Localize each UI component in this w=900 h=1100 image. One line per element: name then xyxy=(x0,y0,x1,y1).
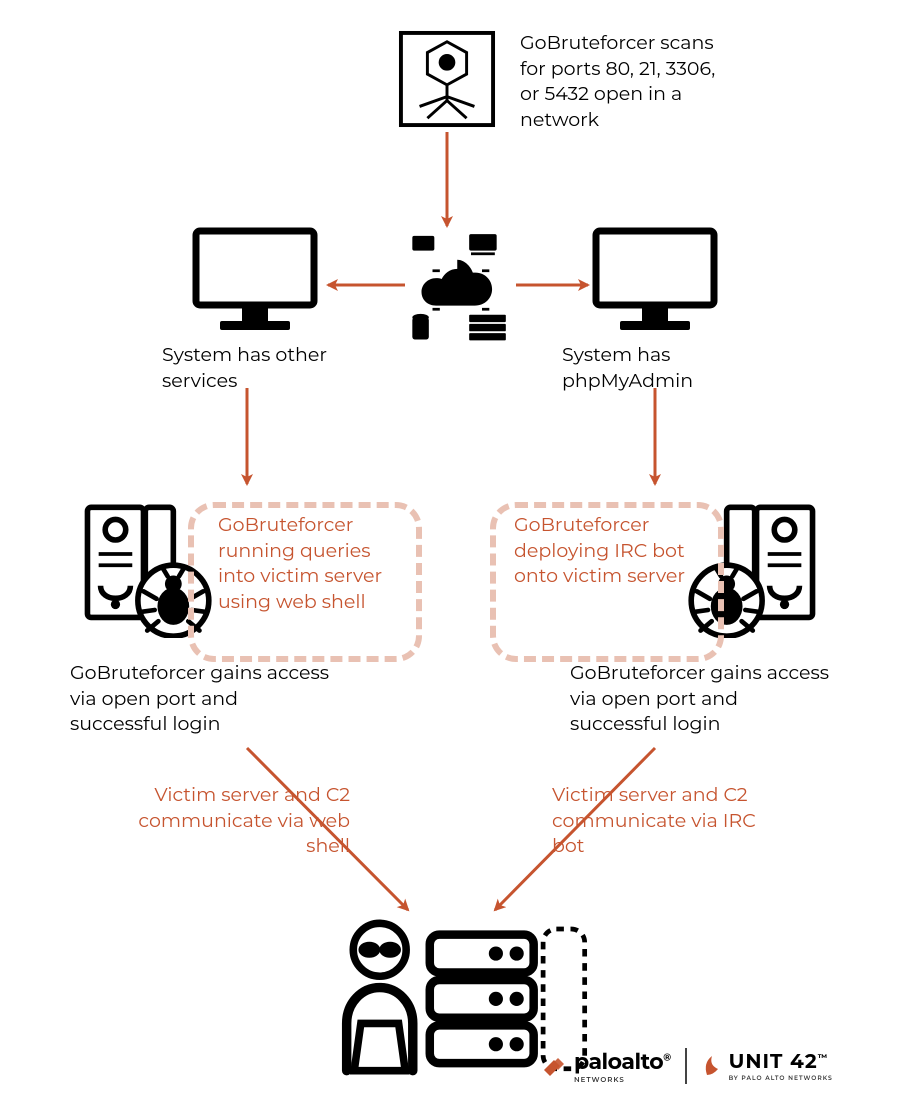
right-action-text: GoBruteforcer deploying IRC bot onto vic… xyxy=(514,512,689,589)
paloalto-logo-icon xyxy=(540,1052,568,1080)
brand1-name: paloalto® xyxy=(574,1048,671,1075)
brand-footer: paloalto® NETWORKS UNIT 42™ BY PALO ALTO… xyxy=(540,1048,833,1084)
brand2-sub: BY PALO ALTO NETWORKS xyxy=(729,1074,833,1082)
brand1-sub: NETWORKS xyxy=(574,1075,671,1084)
left-action-text: GoBruteforcer running queries into victi… xyxy=(218,512,408,615)
virus-icon xyxy=(398,30,496,128)
left-system-label: System has other services xyxy=(162,342,362,393)
network-cloud-icon xyxy=(405,230,515,350)
footer-divider xyxy=(685,1048,687,1084)
left-c2-text: Victim server and C2 communicate via web… xyxy=(130,782,350,859)
attack-flow-diagram: GoBruteforcer scans for ports 80, 21, 33… xyxy=(0,0,900,1100)
right-gains-access: GoBruteforcer gains access via open port… xyxy=(570,660,830,737)
unit42-logo-icon xyxy=(701,1053,723,1079)
brand2-name: UNIT 42™ xyxy=(729,1050,833,1074)
right-system-label: System has phpMyAdmin xyxy=(562,342,762,393)
right-c2-text: Victim server and C2 communicate via IRC… xyxy=(552,782,772,859)
monitor-left-icon xyxy=(190,225,320,335)
left-gains-access: GoBruteforcer gains access via open port… xyxy=(70,660,330,737)
scan-description: GoBruteforcer scans for ports 80, 21, 33… xyxy=(520,30,730,133)
monitor-right-icon xyxy=(590,225,720,335)
